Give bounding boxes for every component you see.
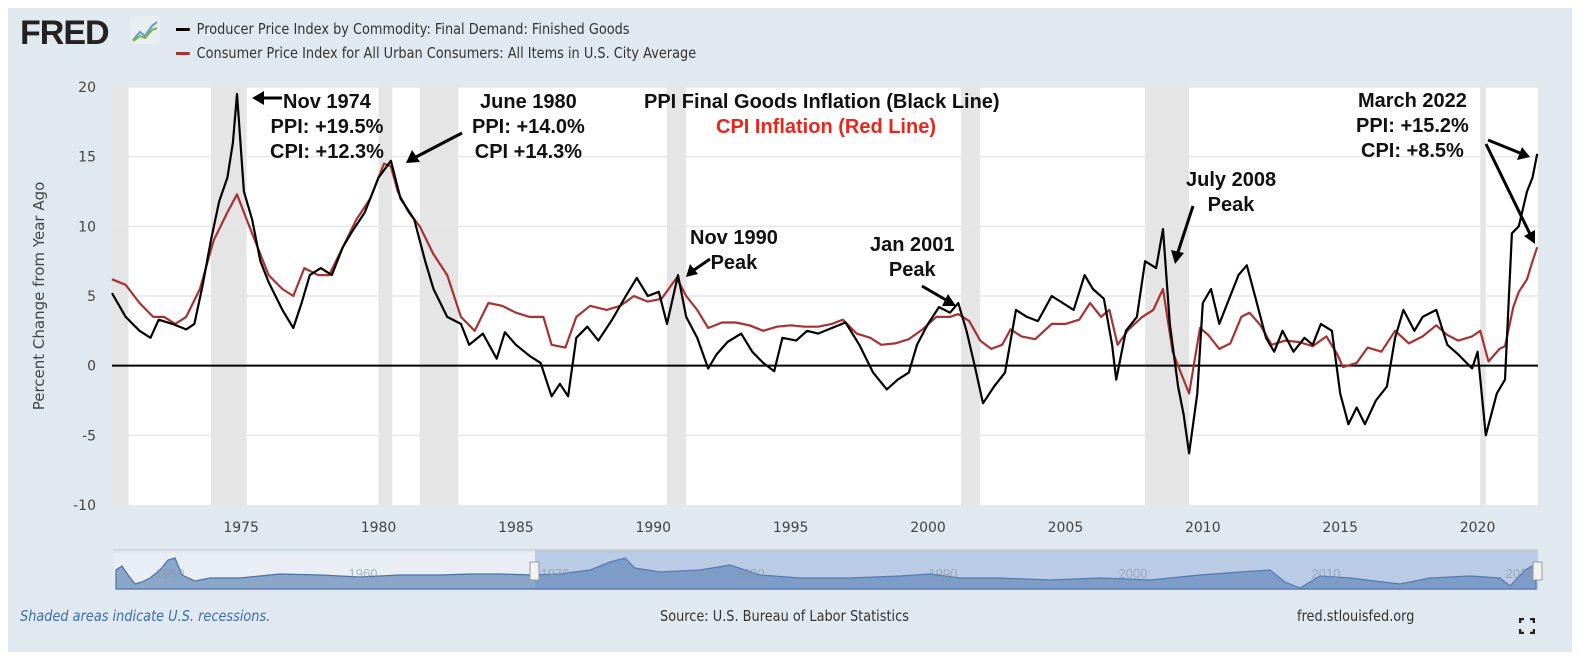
legend-swatch-ppi	[176, 28, 190, 31]
annotation-jan2001: Jan 2001 Peak	[870, 233, 955, 283]
arrowhead-nov1974	[252, 91, 264, 105]
ppi-series-line	[111, 92, 1539, 455]
annotation-july2008: July 2008 Peak	[1186, 168, 1276, 218]
annotation-line: PPI: +15.2%	[1356, 115, 1469, 137]
annotation-title-cpi: CPI Inflation (Red Line)	[716, 116, 936, 138]
annotation-line: Jan 2001	[870, 234, 955, 256]
x-tick-label: 1980	[361, 520, 397, 536]
navigator-tick-label: 2010	[1312, 566, 1341, 581]
annotation-arrows	[252, 91, 1535, 306]
x-tick-labels: 1975 1980 1985 1990 1995 2000 2005 2010 2015 2020	[223, 520, 1495, 536]
navigator-tick-label: 1980	[736, 566, 765, 581]
site-url[interactable]: fred.stlouisfed.org	[1297, 607, 1415, 625]
annotation-line: Peak	[710, 252, 758, 274]
y-tick-label: -5	[82, 428, 96, 444]
y-tick-label: 15	[78, 150, 96, 166]
arrowhead-jan2001	[942, 294, 956, 306]
legend-item-cpi[interactable]: Consumer Price Index for All Urban Consu…	[176, 44, 696, 62]
arrowhead-july2008	[1171, 250, 1184, 264]
navigator-tick-label: 2020	[1506, 566, 1535, 581]
y-tick-label: 0	[87, 359, 96, 375]
annotation-line: CPI +14.3%	[474, 141, 583, 163]
annotation-title-ppi: PPI Final Goods Inflation (Black Line)	[644, 91, 1000, 113]
y-axis-label: Percent Change from Year Ago	[30, 182, 48, 411]
gridlines	[112, 86, 1538, 437]
navigator[interactable]: 1950 1960 1970 1980 1990 2000 2010 2020	[114, 549, 1543, 590]
annotation-line: March 2022	[1357, 90, 1467, 112]
x-tick-label: 2015	[1322, 520, 1358, 536]
arrowhead-nov1990	[686, 264, 698, 277]
annotation-june1980: June 1980 PPI: +14.0% CPI +14.3%	[472, 90, 585, 165]
arrow-nov1990	[693, 257, 711, 272]
legend-item-ppi[interactable]: Producer Price Index by Commodity: Final…	[176, 20, 630, 38]
annotation-line: Peak	[1207, 194, 1255, 216]
y-tick-label: 10	[78, 219, 96, 235]
arrow-june1980	[415, 131, 463, 159]
legend-label-ppi: Producer Price Index by Commodity: Final…	[196, 20, 630, 38]
arrow-march2022-cpi	[1484, 143, 1532, 235]
navigator-tick-label: 1970	[541, 566, 570, 581]
annotation-line: Peak	[888, 259, 936, 281]
navigator-tick-label: 1960	[349, 566, 378, 581]
navigator-tick-labels: 1950 1960 1970 1980 1990 2000 2010 2020	[156, 566, 1535, 581]
navigator-left-handle[interactable]	[529, 561, 540, 581]
arrow-jan2001	[921, 284, 947, 302]
annotation-march2022: March 2022 PPI: +15.2% CPI: +8.5%	[1356, 89, 1469, 164]
navigator-tick-label: 1990	[929, 566, 958, 581]
arrow-march2022-ppi	[1487, 138, 1521, 155]
y-tick-label: 20	[78, 80, 96, 96]
annotation-nov1990: Nov 1990 Peak	[690, 226, 778, 276]
y-tick-label: 5	[87, 289, 96, 305]
recession-note-link[interactable]: Shaded areas indicate U.S. recessions.	[20, 607, 271, 625]
annotation-line: Nov 1990	[690, 227, 778, 249]
fred-logo[interactable]: FRED	[20, 14, 110, 52]
annotation-line: PPI: +19.5%	[270, 116, 384, 138]
annotation-nov1974: Nov 1974 PPI: +19.5% CPI: +12.3%	[270, 90, 384, 165]
arrowhead-march2022-ppi	[1517, 147, 1530, 160]
x-tick-label: 2020	[1460, 520, 1496, 536]
annotation-line: Nov 1974	[283, 91, 371, 113]
annotation-line: PPI: +14.0%	[472, 116, 585, 138]
x-tick-label: 1990	[635, 520, 671, 536]
source-text: Source: U.S. Bureau of Labor Statistics	[660, 607, 909, 625]
navigator-right-handle[interactable]	[1532, 561, 1543, 581]
annotation-line: June 1980	[480, 91, 577, 113]
x-tick-label: 2005	[1048, 520, 1084, 536]
annotation-line: CPI: +12.3%	[270, 141, 384, 163]
chart-logo-icon	[130, 16, 160, 44]
series-lines	[111, 92, 1539, 455]
navigator-tick-label: 2000	[1119, 566, 1148, 581]
x-tick-label: 2010	[1185, 520, 1221, 536]
navigator-selection[interactable]	[535, 550, 1538, 590]
annotation-line: CPI: +8.5%	[1361, 140, 1464, 162]
x-tick-label: 2000	[910, 520, 946, 536]
y-tick-label: -10	[73, 498, 96, 514]
y-tick-labels: -10 -5 0 5 10 15 20	[73, 80, 96, 514]
arrowhead-june1980	[406, 150, 420, 163]
legend-label-cpi: Consumer Price Index for All Urban Consu…	[196, 44, 697, 62]
x-tick-label: 1985	[498, 520, 534, 536]
legend-swatch-cpi	[176, 52, 190, 55]
x-tick-label: 1975	[223, 520, 259, 536]
annotation-line: July 2008	[1186, 169, 1277, 191]
navigator-tick-label: 1950	[156, 566, 185, 581]
arrowhead-march2022-cpi	[1524, 230, 1535, 244]
x-tick-label: 1995	[773, 520, 809, 536]
fullscreen-icon[interactable]	[1519, 618, 1535, 634]
arrow-july2008	[1176, 205, 1195, 253]
navigator-series-area	[115, 557, 1537, 590]
